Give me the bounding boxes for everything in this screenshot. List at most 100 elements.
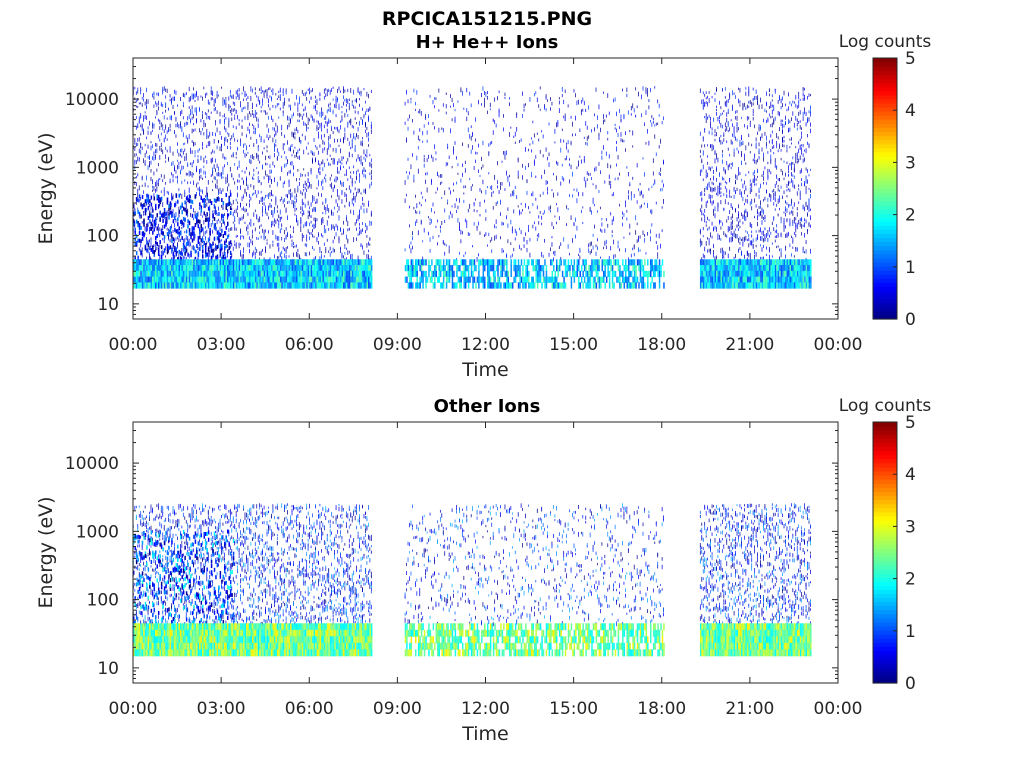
background-count <box>319 246 321 251</box>
background-count <box>331 224 333 227</box>
background-count <box>558 108 560 114</box>
band-count <box>437 259 439 266</box>
background-count <box>412 231 413 236</box>
background-count <box>262 248 263 252</box>
background-count <box>463 254 465 258</box>
band-count <box>635 265 637 272</box>
band-count <box>451 270 454 278</box>
enhancement-count <box>188 198 191 203</box>
background-count <box>288 104 290 108</box>
background-count <box>227 253 228 258</box>
band-count <box>563 282 565 289</box>
background-count <box>331 125 333 129</box>
background-count <box>153 244 155 248</box>
background-count <box>323 176 325 180</box>
background-count <box>702 226 704 231</box>
background-count <box>319 111 321 117</box>
background-count <box>699 169 701 175</box>
band-count <box>196 270 198 278</box>
background-count <box>360 91 362 97</box>
background-count <box>494 224 496 229</box>
band-count <box>153 276 156 283</box>
band-count <box>328 265 330 272</box>
band-count <box>438 259 440 266</box>
background-count <box>350 189 352 194</box>
enhancement-count <box>206 196 208 201</box>
background-count <box>569 179 570 184</box>
background-count <box>216 127 218 133</box>
band-count <box>141 259 144 266</box>
band-count <box>498 276 501 283</box>
background-count <box>156 182 158 185</box>
background-count <box>194 128 196 132</box>
background-count <box>216 212 218 217</box>
background-count <box>181 155 183 158</box>
background-count <box>469 133 471 139</box>
band-count <box>222 276 225 283</box>
band-count <box>535 259 537 266</box>
band-count <box>237 265 239 272</box>
background-count <box>238 173 240 178</box>
background-count <box>206 128 208 134</box>
enhancement-count <box>209 199 211 204</box>
background-count <box>254 189 256 194</box>
background-count <box>185 201 187 206</box>
background-count <box>601 229 603 233</box>
background-count <box>360 192 362 195</box>
background-count <box>175 123 177 128</box>
enhancement-count <box>157 204 160 209</box>
band-count <box>266 270 269 278</box>
background-count <box>152 224 153 229</box>
background-count <box>281 223 283 228</box>
background-count <box>266 149 268 153</box>
enhancement-count <box>216 256 219 261</box>
background-count <box>309 251 310 256</box>
band-count <box>445 259 448 266</box>
band-count <box>135 270 138 278</box>
background-count <box>488 143 490 147</box>
background-count <box>459 226 460 232</box>
background-count <box>580 100 582 104</box>
background-count <box>564 113 566 118</box>
enhancement-count <box>213 225 216 230</box>
band-count <box>287 282 289 289</box>
background-count <box>202 114 203 119</box>
background-count <box>284 151 286 154</box>
background-count <box>297 223 299 226</box>
band-count <box>203 270 205 278</box>
enhancement-count <box>229 240 232 245</box>
background-count <box>165 134 167 139</box>
background-count <box>469 91 471 96</box>
background-count <box>529 143 531 146</box>
background-count <box>301 192 303 196</box>
background-count <box>307 229 309 234</box>
band-count <box>240 259 242 266</box>
band-count <box>486 282 489 289</box>
background-count <box>603 91 604 94</box>
band-count <box>194 270 197 278</box>
band-count <box>357 282 360 289</box>
background-count <box>278 103 280 106</box>
background-count <box>269 169 271 174</box>
band-count <box>297 270 299 278</box>
background-count <box>416 211 418 214</box>
band-count <box>548 276 551 283</box>
background-count <box>251 88 253 93</box>
background-count <box>157 106 159 111</box>
background-count <box>583 136 585 139</box>
band-count <box>199 282 201 289</box>
band-count <box>478 282 480 289</box>
band-count <box>435 270 438 278</box>
background-count <box>699 173 701 176</box>
band-count <box>304 276 307 283</box>
enhancement-count <box>228 195 230 200</box>
enhancement-count <box>178 233 180 238</box>
band-count <box>353 270 355 278</box>
background-count <box>663 160 664 165</box>
band-count <box>611 282 614 289</box>
background-count <box>600 228 601 232</box>
band-count <box>632 276 634 283</box>
band-count <box>611 276 614 283</box>
band-count <box>274 282 276 289</box>
band-count <box>260 276 263 283</box>
